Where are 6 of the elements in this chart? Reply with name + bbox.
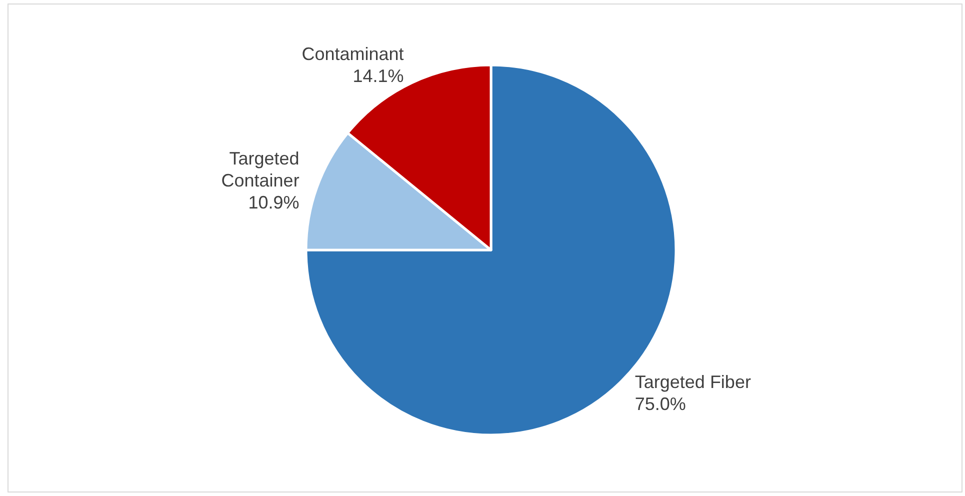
slice-label: Targeted Container bbox=[221, 148, 300, 190]
data-label: 14.1% bbox=[352, 66, 404, 86]
data-label: 10.9% bbox=[248, 192, 300, 212]
slice-label: Targeted Fiber bbox=[634, 372, 751, 392]
data-label: 75.0% bbox=[634, 394, 686, 414]
slice-label: Contaminant bbox=[302, 44, 404, 64]
